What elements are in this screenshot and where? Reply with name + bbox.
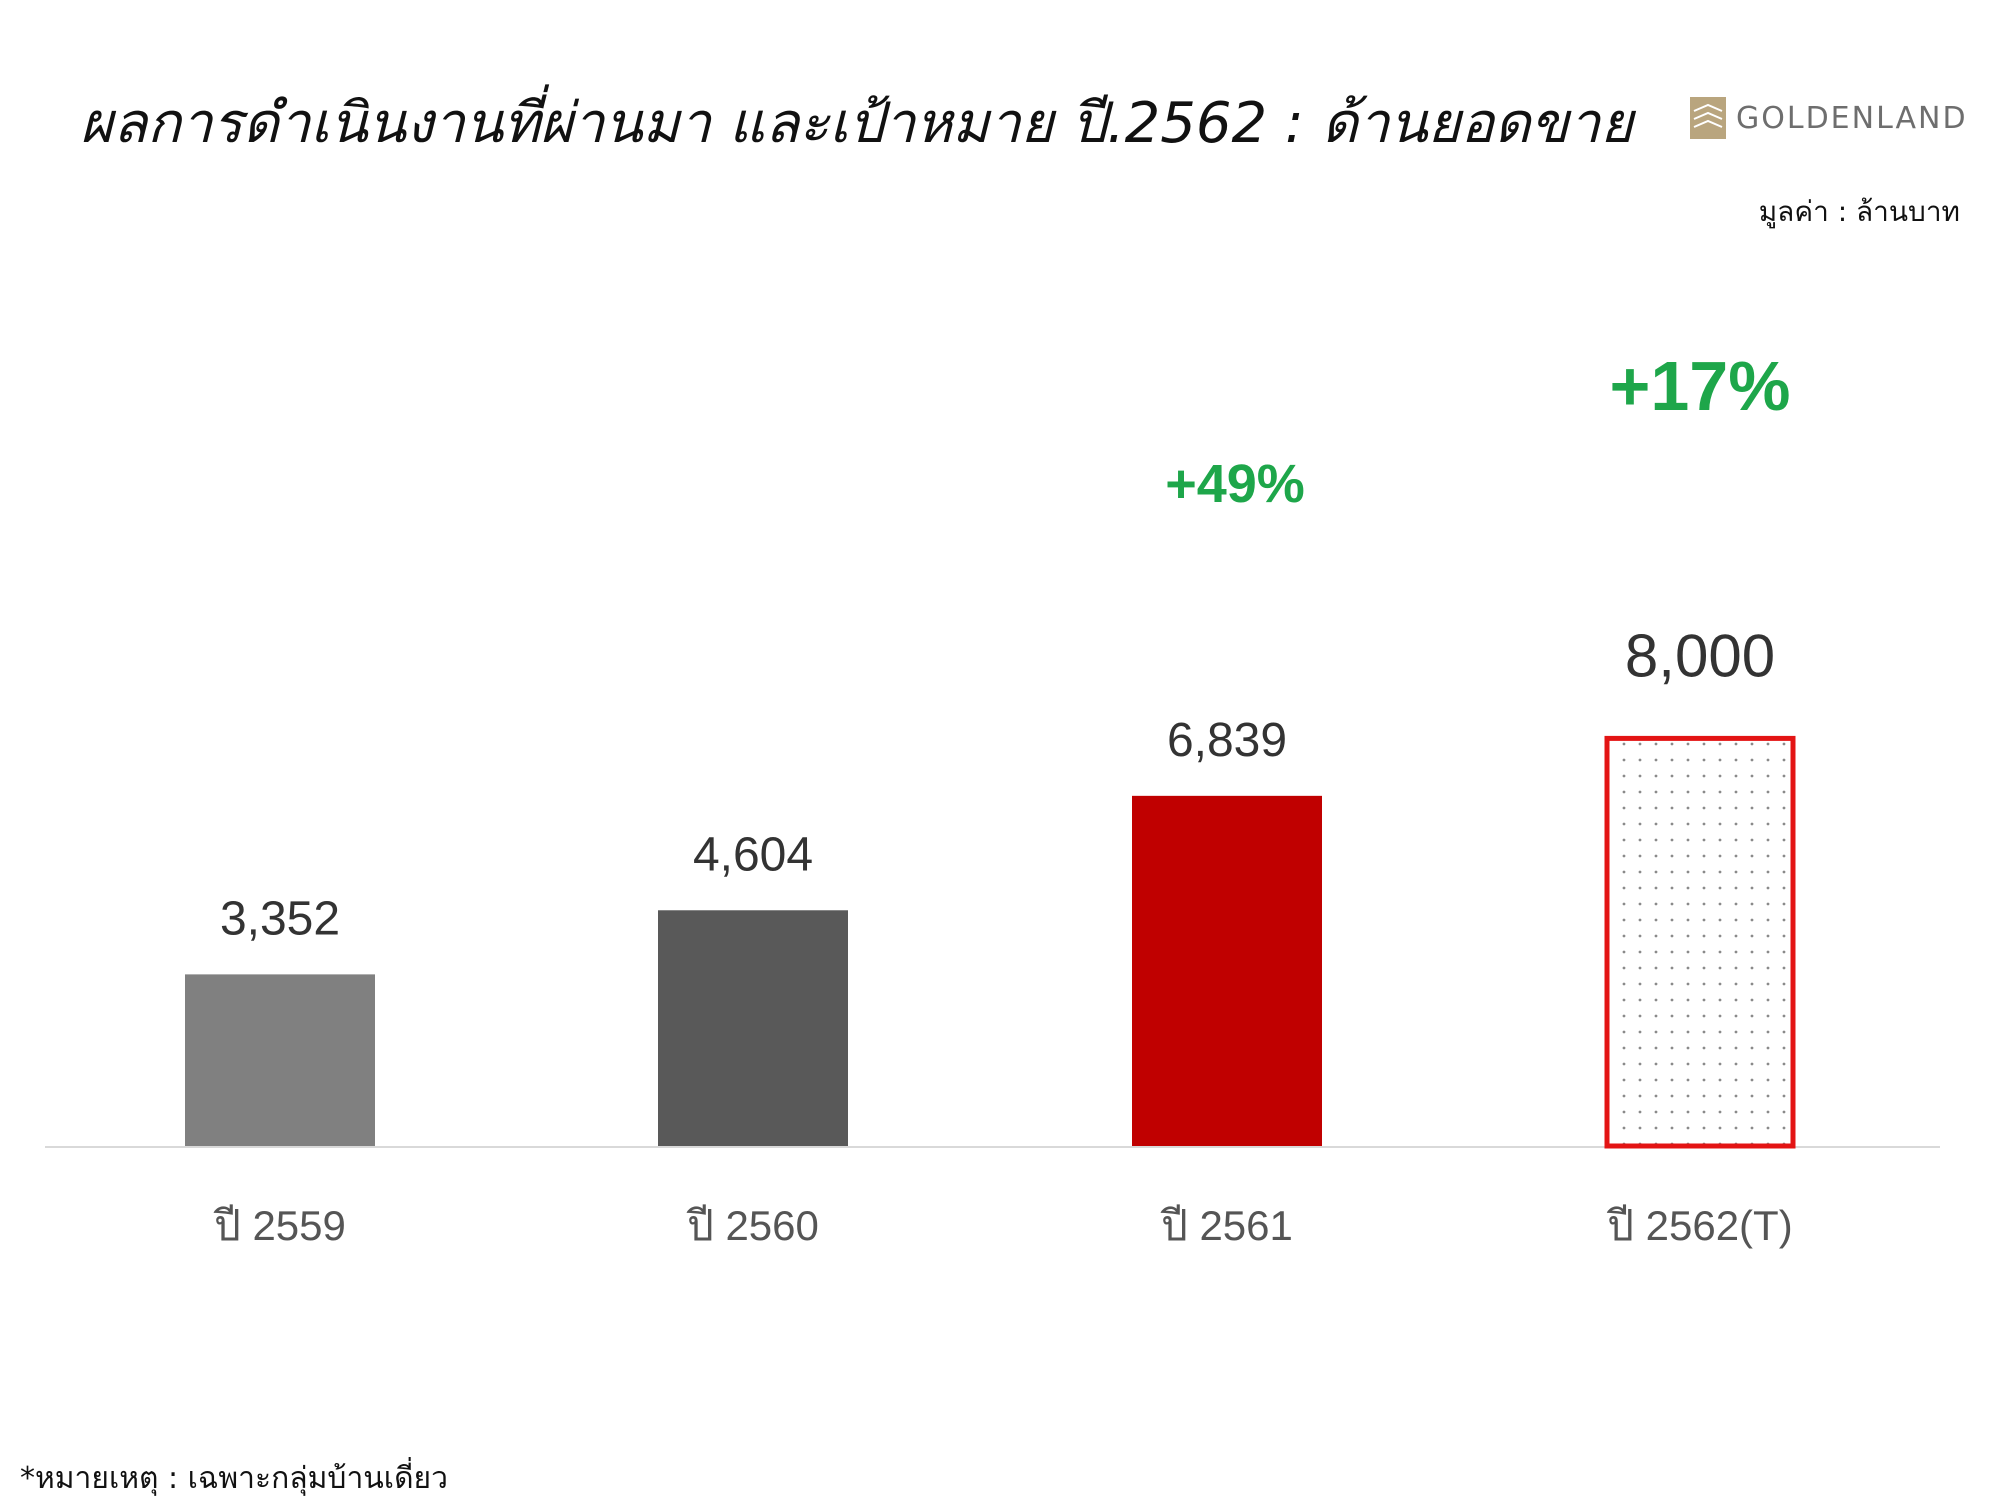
unit-label: มูลค่า : ล้านบาท xyxy=(1758,195,1960,228)
bar-0 xyxy=(185,974,375,1146)
bar-target-3 xyxy=(1604,735,1796,1149)
value-label-1: 4,604 xyxy=(693,828,813,881)
growth-label-2: +49% xyxy=(1165,454,1305,514)
sales-bar-chart: 3,352 ปี 2559 4,604 ปี 2560 6,839 +49% ปี 2561… xyxy=(45,347,1940,1249)
category-label-0: ปี 2559 xyxy=(213,1202,346,1249)
category-label-3: ปี 2562(T) xyxy=(1606,1202,1793,1249)
bars-layer: 3,352 ปี 2559 4,604 ปี 2560 6,839 +49% ปี 2561… xyxy=(185,347,1796,1249)
bar-2 xyxy=(1132,795,1322,1146)
footnote: *หมายเหตุ : เฉพาะกลุ่มบ้านเดี่ยว xyxy=(20,1461,448,1496)
bar-1 xyxy=(658,910,848,1146)
category-label-1: ปี 2560 xyxy=(686,1202,819,1249)
page-title: ผลการดำเนินงานที่ผ่านมา และเป้าหมาย ปี.2… xyxy=(80,91,1634,156)
goldenland-logo-icon xyxy=(1690,97,1726,139)
value-label-0: 3,352 xyxy=(220,892,340,945)
logo-text: GOLDENLAND xyxy=(1736,100,1968,136)
category-label-2: ปี 2561 xyxy=(1160,1202,1293,1249)
goldenland-logo: GOLDENLAND xyxy=(1690,96,1968,140)
value-label-2: 6,839 xyxy=(1167,714,1287,767)
value-label-3: 8,000 xyxy=(1625,622,1775,689)
growth-label-3: +17% xyxy=(1610,347,1791,425)
